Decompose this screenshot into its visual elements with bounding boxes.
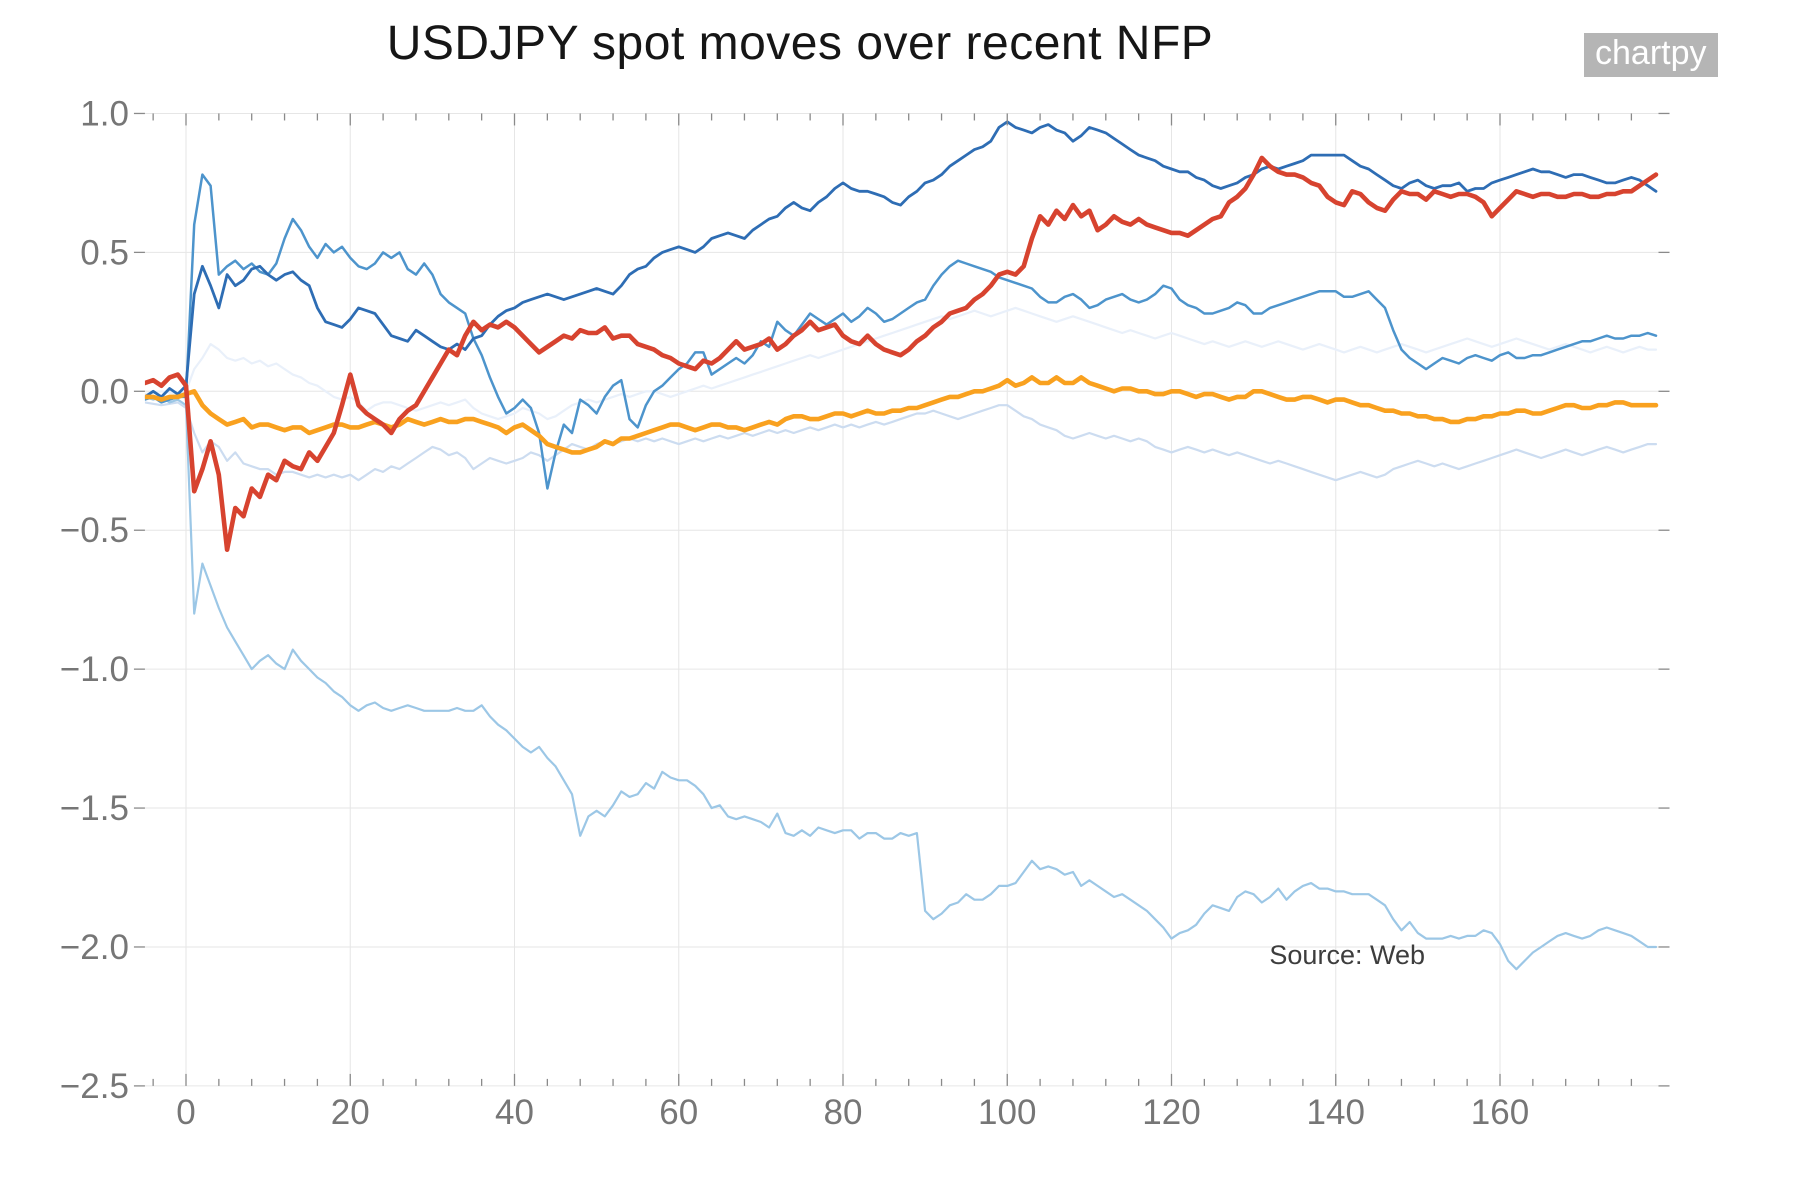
x-tick-labels: 0 20 40 60 80 100 120 140 160 <box>176 1093 1529 1132</box>
series-nfp-pale-blue <box>144 401 1658 482</box>
y-tick-label: −0.5 <box>60 511 129 550</box>
y-tick-label: 1.0 <box>80 94 129 133</box>
gridlines <box>144 112 1659 1087</box>
x-tick-label: 20 <box>331 1093 370 1132</box>
series-nfp-red <box>144 155 1659 553</box>
chart-title: USDJPY spot moves over recent NFP <box>386 17 1214 70</box>
series-lines <box>144 120 1659 971</box>
y-tick-label: 0.0 <box>80 372 129 411</box>
chartpy-watermark-badge: chartpy <box>1584 33 1718 77</box>
y-tick-label: −2.0 <box>60 928 129 967</box>
x-tick-label: 0 <box>176 1093 195 1132</box>
series-nfp-sky-blue <box>144 395 1658 971</box>
x-tick-label: 140 <box>1307 1093 1365 1132</box>
series-nfp-medium-blue <box>144 173 1658 490</box>
x-tick-label: 80 <box>824 1093 863 1132</box>
axis-ticks <box>133 112 1670 1087</box>
source-label: Source: Web <box>1269 940 1425 970</box>
y-tick-label: −2.5 <box>60 1067 129 1106</box>
x-tick-label: 60 <box>659 1093 698 1132</box>
y-tick-label: −1.5 <box>60 789 129 828</box>
y-tick-labels: 1.0 0.5 0.0 −0.5 −1.0 −1.5 −2.0 −2.5 <box>60 94 129 1105</box>
x-tick-label: 40 <box>495 1093 534 1132</box>
series-nfp-dark-blue <box>144 120 1658 399</box>
x-tick-label: 120 <box>1142 1093 1200 1132</box>
x-tick-label: 160 <box>1471 1093 1529 1132</box>
x-tick-label: 100 <box>978 1093 1036 1132</box>
y-tick-label: −1.0 <box>60 650 129 689</box>
series-nfp-faintest-blue <box>144 306 1658 421</box>
y-tick-label: 0.5 <box>80 233 129 272</box>
